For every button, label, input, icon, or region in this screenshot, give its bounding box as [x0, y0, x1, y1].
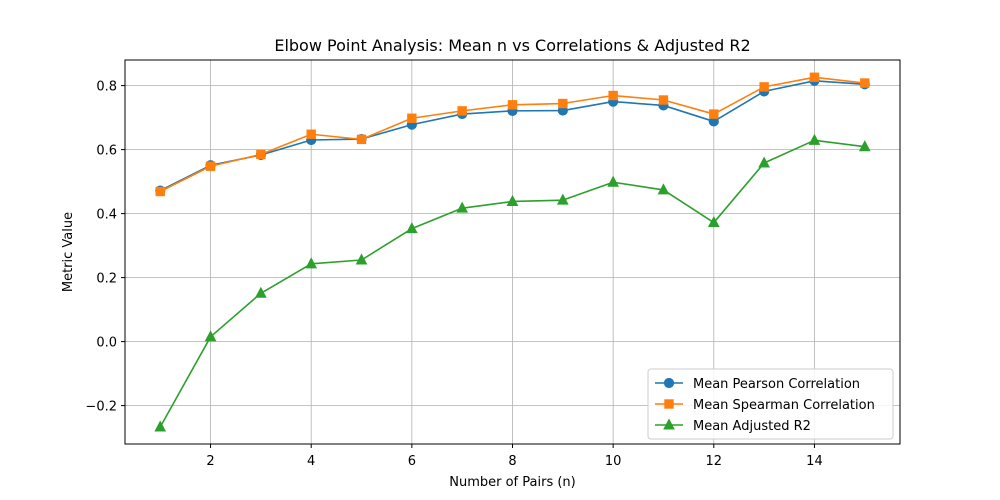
data-point	[306, 129, 316, 139]
x-tick-label: 8	[508, 454, 516, 469]
data-point	[809, 72, 820, 82]
data-point	[858, 140, 871, 152]
data-point	[608, 90, 618, 101]
data-point	[657, 183, 670, 195]
y-tick-label: 0.4	[96, 208, 117, 223]
x-tick-label: 14	[806, 454, 823, 469]
legend-box	[647, 368, 894, 440]
data-point	[255, 286, 267, 298]
data-point	[204, 330, 217, 342]
ticks: 2 4 6 8 10 12 14 −0.2 0.0 0.2 0.4 0.6 0.8	[85, 80, 822, 469]
legend-label: Mean Pearson Correlation	[693, 377, 860, 392]
legend-marker	[663, 377, 675, 389]
x-tick-label: 2	[206, 454, 214, 469]
legend-label: Mean Adjusted R2	[693, 419, 811, 434]
data-point	[808, 133, 821, 145]
legend-entry: Mean Spearman Correlation	[655, 398, 875, 413]
data-point	[860, 78, 870, 88]
legend-entry: Mean Adjusted R2	[655, 418, 811, 434]
data-point	[506, 194, 519, 206]
data-point	[256, 149, 266, 160]
series-2	[155, 72, 870, 197]
series-layer	[154, 72, 871, 432]
data-point	[707, 215, 720, 228]
data-point	[759, 82, 769, 92]
data-point	[709, 109, 719, 119]
series-3	[154, 133, 871, 432]
y-tick-label: −0.2	[85, 400, 117, 415]
data-point	[155, 186, 165, 197]
data-point	[758, 156, 770, 168]
x-tick-label: 10	[605, 454, 622, 469]
x-tick-label: 4	[307, 454, 315, 469]
data-point	[154, 420, 167, 432]
legend-marker	[664, 399, 674, 409]
data-point	[356, 134, 367, 145]
y-axis-title: Metric Value	[61, 212, 76, 292]
data-point	[607, 175, 619, 187]
y-tick-label: 0.8	[96, 80, 117, 95]
x-tick-label: 12	[706, 454, 723, 469]
chart-title: Elbow Point Analysis: Mean n vs Correlat…	[274, 36, 750, 55]
data-point	[558, 98, 568, 109]
data-point	[507, 100, 518, 110]
data-point	[407, 113, 417, 123]
data-point	[205, 161, 216, 171]
data-point	[406, 222, 418, 234]
legend: Mean Pearson Correlation Mean Spearman Co…	[647, 368, 894, 440]
y-tick-label: 0.0	[96, 336, 117, 351]
data-point	[355, 253, 368, 265]
data-point	[457, 106, 467, 116]
y-tick-label: 0.2	[96, 272, 117, 287]
data-point	[556, 193, 569, 205]
y-tick-label: 0.6	[96, 144, 117, 159]
legend-label: Mean Spearman Correlation	[693, 398, 875, 413]
legend-marker	[663, 418, 675, 430]
x-axis-title: Number of Pairs (n)	[449, 475, 575, 490]
x-tick-label: 6	[408, 454, 416, 469]
data-point	[456, 201, 469, 213]
data-point	[305, 257, 318, 269]
legend-entry: Mean Pearson Correlation	[655, 377, 860, 392]
data-point	[658, 95, 669, 105]
